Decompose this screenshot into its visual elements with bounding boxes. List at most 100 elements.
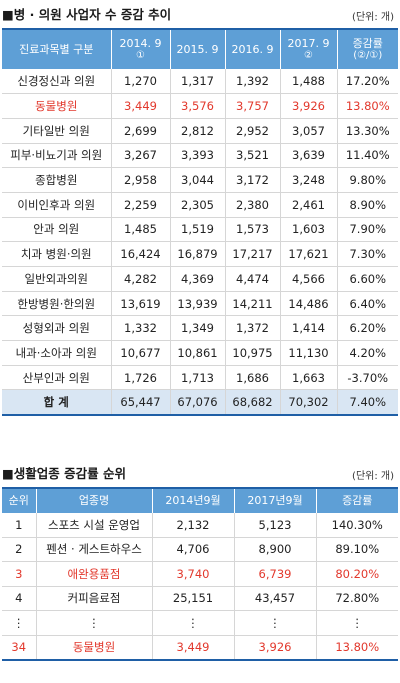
- table2-unit: (단위: 개): [352, 470, 394, 482]
- table-row: 피부·비뇨기과 의원 3,267 3,393 3,521 3,639 11.40%: [2, 143, 398, 169]
- row-label: 한방병원·한의원: [2, 291, 111, 317]
- cell-value: 4,474: [224, 266, 280, 292]
- cell-value: 2,305: [169, 192, 225, 218]
- total-label: 합 계: [2, 389, 111, 415]
- header-2017-sep: 2017년9월: [233, 487, 317, 513]
- header-sub-1: ①: [136, 49, 145, 61]
- cell-value: 3,044: [169, 167, 225, 193]
- header-2016-9: 2016. 9: [224, 29, 281, 69]
- header-2015-9: 2015. 9: [169, 29, 226, 69]
- cell-value: 2,380: [224, 192, 280, 218]
- table2-header-row: 순위 업종명 2014년9월 2017년9월 증감률: [2, 487, 398, 513]
- header-rate: 증감률: [315, 487, 398, 513]
- cell-value: 3,639: [279, 143, 337, 169]
- cell-value: 10,861: [169, 340, 225, 366]
- cell-value: 1,603: [279, 217, 337, 243]
- cell-value: 3,521: [224, 143, 280, 169]
- table-row: 내과·소아과 의원 10,677 10,861 10,975 11,130 4.20%: [2, 340, 398, 366]
- row-label: 내과·소아과 의원: [2, 340, 111, 366]
- cell-value: 6.40%: [336, 291, 398, 317]
- business-name: 스포츠 시설 운영업: [35, 512, 152, 538]
- cell-value: 13,939: [169, 291, 225, 317]
- row-label: 신경정신과 의원: [2, 69, 111, 95]
- cell-value: 1,414: [279, 315, 337, 342]
- row-label: 기타일반 의원: [2, 118, 111, 144]
- header-growth-rate: 증감률 (②/①): [336, 29, 398, 69]
- cell-value: 1,349: [169, 315, 225, 342]
- cell-value: 9.80%: [336, 167, 398, 193]
- rank-cell: 3: [2, 561, 36, 587]
- rank-cell: 2: [2, 537, 36, 563]
- cell-value: 8,900: [233, 537, 316, 563]
- cell-value: 6.60%: [336, 266, 398, 292]
- business-growth-rank-table: 순위 업종명 2014년9월 2017년9월 증감률 1 스포츠 시설 운영업 2,…: [2, 486, 398, 661]
- cell-value: 1,488: [279, 69, 337, 95]
- cell-value: 17,217: [224, 241, 280, 267]
- row-label: 일반외과의원: [2, 266, 111, 292]
- table-row: 안과 의원 1,485 1,519 1,573 1,603 7.90%: [2, 217, 398, 243]
- cell-value: 14,211: [224, 291, 280, 317]
- cell-value: 11,130: [279, 340, 337, 366]
- business-name: 동물병원: [35, 635, 152, 661]
- rank-cell: ⋮: [2, 610, 36, 636]
- table-row: 1 스포츠 시설 운영업 2,132 5,123 140.30%: [2, 512, 398, 538]
- cell-value: 3,926: [233, 635, 316, 661]
- cell-value: 16,424: [110, 241, 170, 267]
- cell-value: 1,372: [224, 315, 280, 342]
- total-value: 7.40%: [336, 389, 398, 415]
- cell-value: 140.30%: [315, 512, 398, 538]
- cell-value: 89.10%: [315, 537, 398, 563]
- cell-value: 3,393: [169, 143, 225, 169]
- cell-value: 3,576: [169, 93, 225, 119]
- table-row: 종합병원 2,958 3,044 3,172 3,248 9.80%: [2, 167, 398, 193]
- cell-value: 2,259: [110, 192, 170, 218]
- table-row: 성형외과 의원 1,332 1,349 1,372 1,414 6.20%: [2, 315, 398, 342]
- table-row: 한방병원·한의원 13,619 13,939 14,211 14,486 6.40%: [2, 291, 398, 317]
- rank-cell: 4: [2, 586, 36, 612]
- cell-value: 14,486: [279, 291, 337, 317]
- cell-value: 13.30%: [336, 118, 398, 144]
- cell-value: 2,132: [151, 512, 234, 538]
- header-sub-ratio: (②/①): [353, 49, 383, 61]
- table2-title: ■생활업종 증감률 순위: [2, 465, 127, 481]
- table1-body: 신경정신과 의원 1,270 1,317 1,392 1,488 17.20% 동물병원 3,…: [2, 69, 398, 415]
- cell-value: 13.80%: [336, 93, 398, 119]
- table-row: 신경정신과 의원 1,270 1,317 1,392 1,488 17.20%: [2, 69, 398, 95]
- table-row: 4 커피음료점 25,151 43,457 72.80%: [2, 586, 398, 612]
- row-label: 산부인과 의원: [2, 365, 111, 391]
- cell-value: -3.70%: [336, 365, 398, 391]
- cell-value: 5,123: [233, 512, 316, 538]
- cell-value: 25,151: [151, 586, 234, 612]
- total-value: 67,076: [169, 389, 225, 415]
- cell-value: 17.20%: [336, 69, 398, 95]
- table-row: 일반외과의원 4,282 4,369 4,474 4,566 6.60%: [2, 266, 398, 292]
- table-row: 동물병원 3,449 3,576 3,757 3,926 13.80%: [2, 93, 398, 119]
- cell-value: 13.80%: [315, 635, 398, 661]
- header-2014-sep: 2014년9월: [151, 487, 235, 513]
- cell-value: 1,519: [169, 217, 225, 243]
- cell-value: 3,926: [279, 93, 337, 119]
- cell-value: 1,713: [169, 365, 225, 391]
- cell-value: 3,172: [224, 167, 280, 193]
- cell-value: 2,952: [224, 118, 280, 144]
- table-row: 3 애완용품점 3,740 6,739 80.20%: [2, 561, 398, 587]
- cell-value: 4,566: [279, 266, 337, 292]
- row-label: 피부·비뇨기과 의원: [2, 143, 111, 169]
- table-row: 2 펜션 · 게스트하우스 4,706 8,900 89.10%: [2, 537, 398, 563]
- table1-title-row: ■병 · 의원 사업자 수 증감 추이 (단위: 개): [0, 0, 400, 28]
- table-row: 치과 병원·의원 16,424 16,879 17,217 17,621 7.30%: [2, 241, 398, 267]
- cell-value: 2,812: [169, 118, 225, 144]
- cell-value: 7.90%: [336, 217, 398, 243]
- cell-value: 2,958: [110, 167, 170, 193]
- header-sub-2: ②: [304, 49, 313, 61]
- header-business-type: 업종명: [35, 487, 153, 513]
- total-value: 65,447: [110, 389, 170, 415]
- table-row: ⋮ ⋮ ⋮ ⋮ ⋮: [2, 610, 398, 636]
- cell-value: 16,879: [169, 241, 225, 267]
- business-name: ⋮: [35, 610, 152, 636]
- cell-value: 3,057: [279, 118, 337, 144]
